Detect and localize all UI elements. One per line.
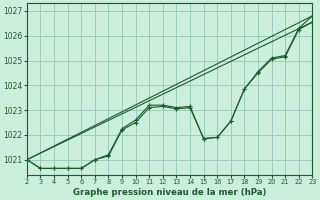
X-axis label: Graphe pression niveau de la mer (hPa): Graphe pression niveau de la mer (hPa) xyxy=(73,188,266,197)
